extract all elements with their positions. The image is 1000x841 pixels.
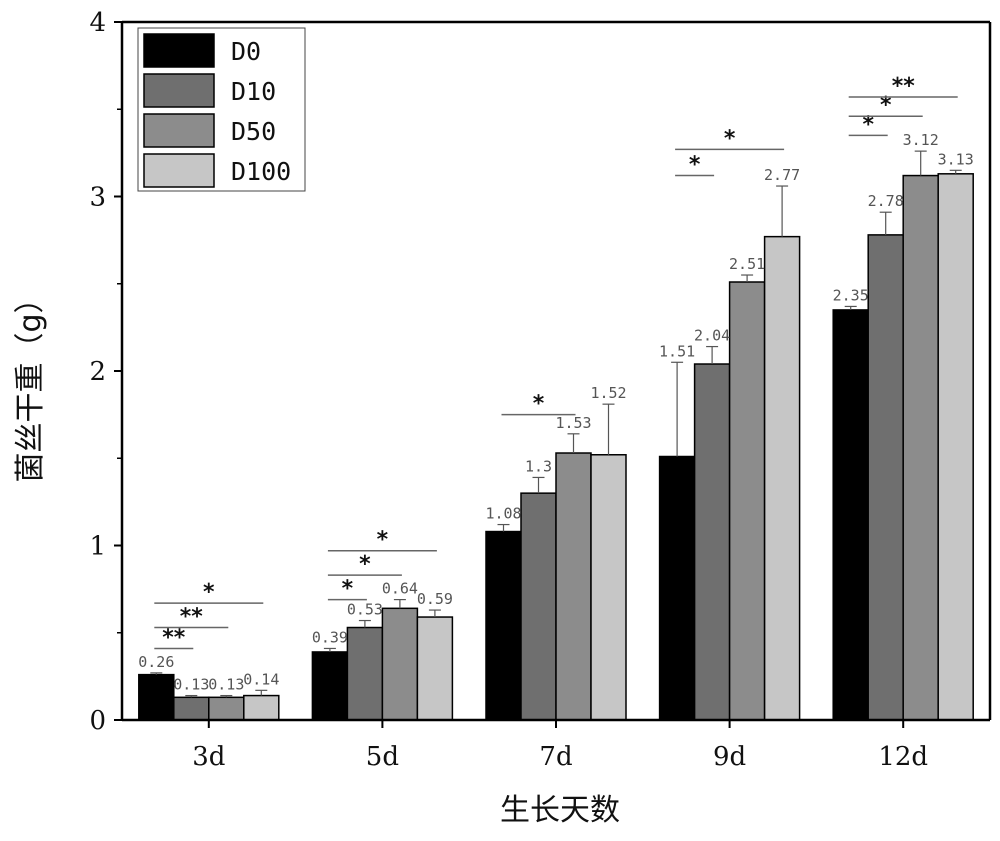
data-label: 1.08: [485, 505, 521, 523]
bars-layer: [138, 173, 974, 721]
legend-label: D0: [231, 37, 261, 66]
significance-mark: *: [533, 392, 545, 417]
significance-mark: *: [880, 93, 892, 118]
significance-mark: *: [377, 528, 389, 553]
bar: [555, 452, 592, 721]
legend: D0 D10 D50 D100: [137, 27, 306, 192]
data-label: 1.53: [555, 414, 591, 432]
significance-mark: **: [162, 625, 186, 650]
data-label: 0.59: [417, 590, 453, 608]
data-label: 0.64: [382, 580, 418, 598]
bar: [728, 281, 766, 721]
data-label: 2.77: [764, 166, 800, 184]
data-label: 2.04: [694, 327, 730, 345]
data-label: 0.53: [347, 601, 383, 619]
legend-label: D10: [231, 77, 276, 106]
y-tick-label: 4: [89, 8, 106, 38]
data-label: 0.39: [312, 628, 348, 646]
data-label: 1.52: [590, 384, 626, 402]
y-tick-label: 1: [89, 532, 106, 562]
bar: [867, 234, 904, 721]
significance-mark: *: [862, 112, 874, 137]
significance-mark: *: [342, 577, 354, 602]
bar: [208, 696, 245, 721]
bar: [590, 454, 627, 721]
significance-mark: *: [203, 580, 215, 605]
x-tick-label: 5d: [366, 742, 399, 772]
data-label: 0.26: [138, 653, 174, 671]
y-tick-label: 3: [89, 183, 106, 213]
significance-mark: *: [724, 126, 736, 151]
data-label: 2.35: [833, 286, 869, 304]
bar: [658, 455, 696, 721]
legend-swatch: [143, 153, 215, 188]
x-tick-label: 3d: [192, 742, 225, 772]
bar: [173, 696, 210, 721]
bar: [138, 673, 175, 721]
bar: [937, 173, 974, 721]
data-labels-layer: 0.26 0.39 1.08 1.51 2.35 0.13 0.53 1.3 2.04 2.78 0…: [138, 131, 974, 693]
bar: [832, 309, 869, 721]
legend-label: D50: [231, 117, 276, 146]
significance-layer: ***** **********: [154, 74, 958, 650]
significance-mark: **: [892, 74, 916, 99]
x-tick-label: 12d: [878, 742, 928, 772]
x-axis-title: 生长天数: [500, 793, 620, 828]
data-label: 3.13: [938, 150, 974, 168]
data-label: 3.12: [903, 131, 939, 149]
significance-mark: *: [689, 153, 701, 178]
data-label: 0.14: [243, 670, 279, 688]
axes-layer: 0 1 2 3 4 3d 5d 7d 9d 12d: [89, 8, 992, 772]
y-tick-label: 2: [89, 357, 106, 387]
significance-mark: **: [180, 605, 204, 630]
data-label: 1.3: [525, 457, 552, 475]
data-label: 1.51: [659, 342, 695, 360]
bar: [416, 616, 454, 721]
bar: [693, 363, 731, 721]
bar: [520, 492, 557, 721]
legend-swatch: [143, 113, 215, 148]
significance-mark: *: [359, 552, 371, 577]
bar: [902, 174, 939, 721]
data-label: 0.13: [208, 676, 244, 694]
bar: [346, 626, 384, 721]
bar: [381, 607, 419, 721]
legend-swatch: [143, 33, 215, 68]
data-label: 0.13: [173, 676, 209, 694]
legend-swatch: [143, 73, 215, 108]
bar: [485, 530, 522, 721]
bar: [763, 235, 801, 721]
legend-label: D100: [231, 157, 291, 186]
error-bars-layer: [150, 150, 962, 698]
y-axis-title: 菌丝干重（g）: [13, 283, 48, 482]
bar: [311, 651, 349, 721]
data-label: 2.51: [729, 255, 765, 273]
x-tick-label: 7d: [539, 742, 572, 772]
x-tick-label: 9d: [713, 742, 746, 772]
bar: [243, 694, 280, 721]
y-tick-label: 0: [89, 706, 106, 736]
data-label: 2.78: [868, 192, 904, 210]
